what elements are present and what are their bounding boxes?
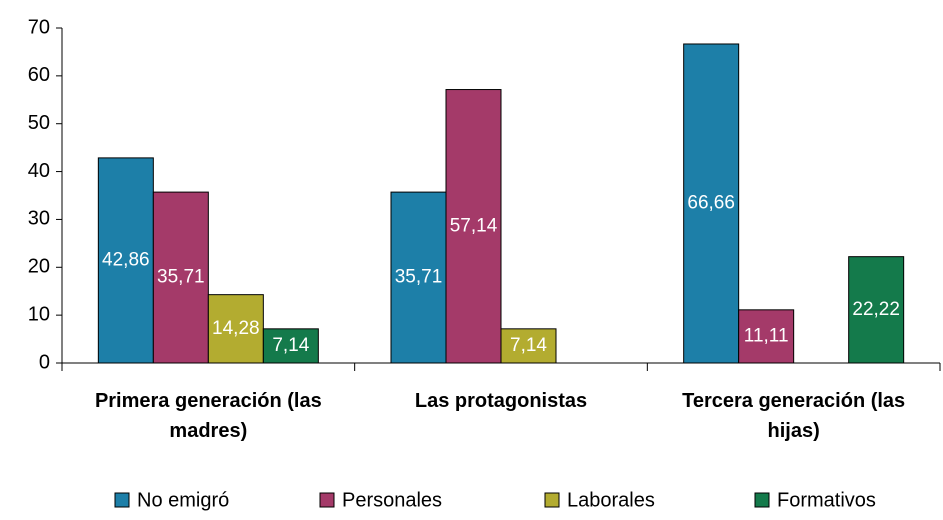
- legend-swatch: [544, 492, 560, 508]
- bar: [500, 328, 557, 364]
- y-tick-label: 40: [28, 160, 50, 182]
- y-tick-label: 60: [28, 64, 50, 86]
- bar: [97, 157, 154, 364]
- x-tick-label: Primera generación (las madres): [94, 390, 322, 442]
- data-label: 14,28: [212, 318, 260, 339]
- legend-label: Laborales: [567, 489, 655, 511]
- bar: [390, 191, 447, 364]
- legend-swatch: [754, 492, 770, 508]
- bar: [683, 43, 740, 364]
- y-tick-label: 50: [28, 112, 50, 134]
- data-label: 7,14: [510, 335, 547, 356]
- legend-label: No emigró: [137, 489, 229, 511]
- y-tick-label: 0: [39, 351, 50, 373]
- data-label: 66,66: [687, 193, 735, 214]
- bar: [152, 191, 209, 364]
- x-tick-label: Las protagonistas: [414, 390, 588, 412]
- y-tick-label: 30: [28, 208, 50, 230]
- data-label: 35,71: [157, 267, 205, 288]
- data-label: 42,86: [102, 249, 150, 270]
- y-tick-label: 70: [28, 16, 50, 38]
- bar: [445, 89, 502, 364]
- bar: [207, 294, 264, 364]
- bar: [262, 328, 319, 364]
- bar: [848, 256, 905, 364]
- data-label: 7,14: [272, 335, 309, 356]
- data-label: 35,71: [395, 267, 443, 288]
- data-label: 22,22: [852, 299, 900, 320]
- bar: [738, 309, 795, 364]
- legend-swatch: [114, 492, 130, 508]
- x-tick-label: Tercera generación (las hijas): [682, 390, 906, 442]
- legend-label: Formativos: [777, 489, 876, 511]
- data-label: 57,14: [450, 215, 498, 236]
- y-tick-label: 20: [28, 256, 50, 278]
- data-label: 11,11: [744, 325, 789, 346]
- y-tick-label: 10: [28, 303, 50, 325]
- legend-swatch: [319, 492, 335, 508]
- legend-label: Personales: [342, 489, 442, 511]
